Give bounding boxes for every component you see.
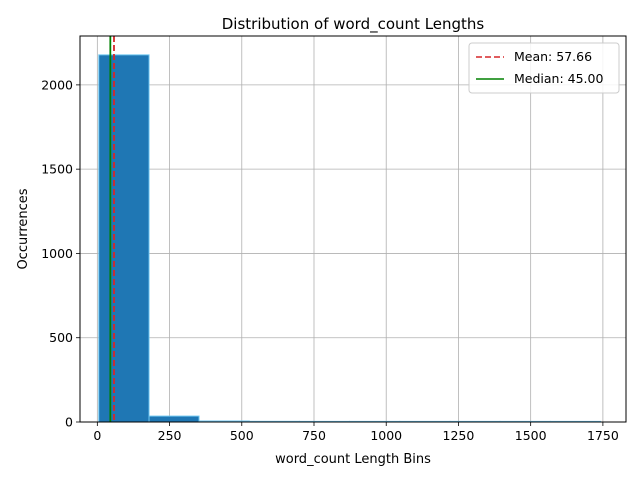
legend-box [468, 42, 620, 94]
x-tick-label: 1500 [515, 428, 547, 443]
histogram-bar [148, 415, 200, 423]
x-axis-ticks: 0 250 500 750 1000 1250 1500 1750 [93, 422, 619, 443]
legend-median-label: Median: 45.00 [514, 71, 603, 86]
x-tick-label: 1000 [370, 428, 402, 443]
legend: Mean: 57.66 Median: 45.00 [468, 42, 620, 94]
x-tick-label: 750 [302, 428, 326, 443]
y-tick-label: 0 [65, 415, 73, 430]
histogram-bar [98, 54, 150, 423]
chart-title: Distribution of word_count Lengths [222, 15, 485, 34]
plot-background [80, 36, 626, 422]
x-tick-label: 1250 [443, 428, 475, 443]
y-axis-label: Occurrences [16, 188, 31, 269]
legend-mean-label: Mean: 57.66 [514, 49, 592, 64]
x-axis-label: word_count Length Bins [275, 452, 431, 467]
y-tick-label: 1500 [41, 162, 73, 177]
plot-frame [79, 35, 627, 423]
x-tick-label: 500 [230, 428, 254, 443]
x-tick-label: 1750 [587, 428, 619, 443]
x-tick-label: 0 [93, 428, 101, 443]
x-tick-label: 250 [158, 428, 182, 443]
y-axis-ticks: 0 500 1000 1500 2000 [41, 77, 80, 430]
y-tick-label: 500 [49, 330, 73, 345]
reference-lines [109, 36, 115, 422]
y-tick-label: 1000 [41, 246, 73, 261]
y-tick-label: 2000 [41, 77, 73, 92]
